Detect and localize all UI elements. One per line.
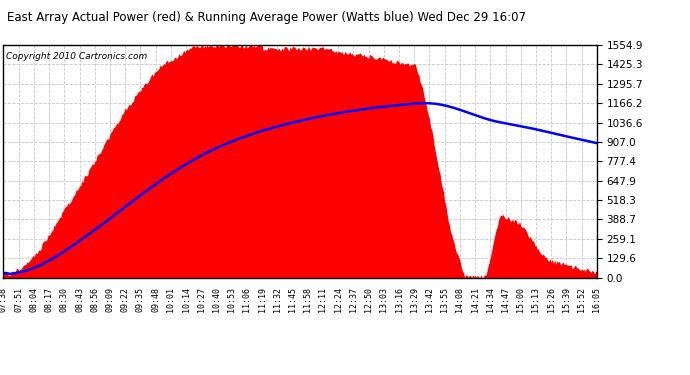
Text: Copyright 2010 Cartronics.com: Copyright 2010 Cartronics.com (6, 52, 148, 61)
Text: East Array Actual Power (red) & Running Average Power (Watts blue) Wed Dec 29 16: East Array Actual Power (red) & Running … (7, 11, 526, 24)
